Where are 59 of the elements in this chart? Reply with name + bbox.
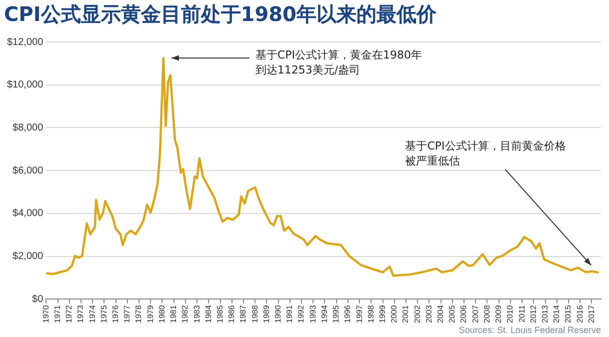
x-tick-label: 1995: [332, 304, 341, 323]
x-tick-label: 2006: [459, 304, 468, 323]
x-tick-label: 1970: [41, 304, 50, 323]
x-tick-label: 1988: [250, 304, 260, 323]
y-tick-label: $2,000: [12, 251, 44, 262]
x-tick-label: 1996: [343, 304, 352, 323]
x-tick-label: 2002: [412, 304, 422, 323]
y-tick-label: $4,000: [12, 208, 44, 220]
x-tick-label: 1986: [227, 304, 236, 323]
x-tick-label: 2001: [401, 304, 410, 323]
x-tick-label: 2017: [586, 304, 596, 323]
x-tick-label: 1981: [169, 304, 178, 323]
x-tick-label: 2009: [494, 304, 504, 323]
x-tick-label: 1976: [110, 304, 120, 323]
x-tick-label: 2003: [424, 304, 434, 323]
annotation: 基于CPI公式计算，目前黄金价格被严重低估: [405, 140, 566, 168]
y-tick-label: $0: [32, 294, 44, 305]
x-tick-label: 2012: [528, 304, 538, 323]
x-tick-label: 1982: [180, 304, 190, 323]
x-tick-label: 1984: [204, 304, 213, 323]
x-tick-label: 1997: [354, 304, 364, 323]
x-tick-label: 2004: [436, 304, 446, 323]
chart-title: CPI公式显示黄金目前处于1980年以来的最低价: [4, 2, 438, 26]
y-tick-label: $8,000: [12, 122, 44, 134]
x-tick-label: 1991: [285, 304, 294, 323]
y-tick-label: $12,000: [6, 36, 44, 48]
x-tick-label: 1973: [76, 304, 86, 323]
x-tick-label: 1975: [99, 304, 108, 323]
x-tick-label: 1985: [215, 304, 224, 323]
y-tick-label: $10,000: [6, 80, 44, 91]
x-tick-label: 2013: [540, 304, 550, 323]
x-tick-label: 2016: [575, 304, 584, 323]
x-tick-label: 1999: [378, 304, 387, 323]
x-tick-label: 1971: [52, 304, 62, 323]
x-tick-label: 2007: [470, 304, 480, 323]
annotation: 基于CPI公式计算，黄金在1980年到达11253美元/盎司: [255, 48, 422, 76]
x-tick-label: 1979: [146, 304, 155, 323]
x-tick-label: 2011: [517, 304, 526, 322]
x-tick-label: 1990: [274, 304, 283, 323]
x-tick-label: 1998: [366, 304, 376, 323]
x-tick-label: 1977: [122, 304, 132, 323]
x-tick-label: 1994: [320, 304, 329, 323]
x-tick-label: 1987: [238, 304, 248, 323]
x-tick-label: 1983: [192, 304, 202, 323]
x-tick-label: 1978: [134, 304, 144, 323]
x-tick-label: 2010: [506, 304, 515, 323]
y-tick-label: $6,000: [12, 165, 44, 176]
x-tick-label: 2005: [448, 304, 457, 323]
x-tick-label: 2000: [390, 304, 399, 323]
x-tick-label: 1980: [157, 304, 166, 323]
x-tick-label: 2008: [482, 304, 492, 323]
x-tick-label: 1974: [88, 304, 97, 323]
x-tick-label: 1993: [308, 304, 318, 323]
x-tick-label: 2014: [552, 304, 562, 323]
x-tick-label: 1989: [262, 304, 271, 323]
x-tick-label: 2015: [564, 304, 573, 323]
x-tick-label: 1992: [296, 304, 306, 323]
source-note: Sources: St. Louis Federal Reserve: [458, 325, 601, 335]
x-tick-label: 1972: [64, 304, 74, 323]
